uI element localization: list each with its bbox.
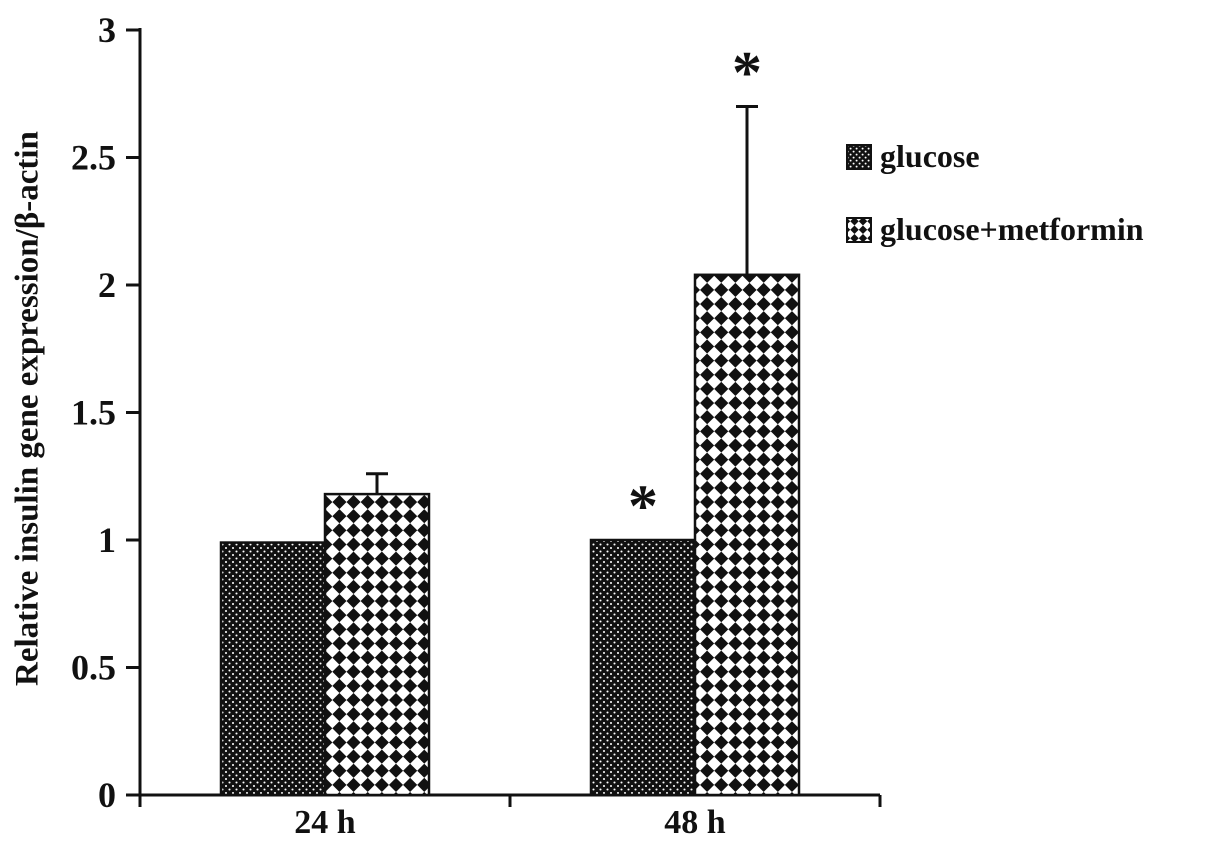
y-tick-label: 2 — [98, 265, 116, 305]
x-category-label: 48 h — [664, 804, 726, 841]
bar-glucose-metformin-48h — [693, 273, 801, 797]
significance-asterisk: * — [628, 473, 658, 539]
x-category-label: 24 h — [294, 804, 356, 841]
legend: glucose glucose+metformin — [846, 138, 1144, 248]
glucose-metformin-swatch-icon — [846, 216, 872, 243]
y-tick-label: 1 — [98, 520, 116, 560]
glucose-swatch-icon — [846, 143, 872, 170]
legend-label-glucose: glucose — [880, 138, 980, 174]
legend-item-glucose: glucose — [846, 138, 1144, 175]
legend-label-glucose-metformin: glucose+metformin — [880, 211, 1144, 247]
y-tick-label: 1.5 — [71, 393, 116, 433]
y-tick-label: 0 — [98, 775, 116, 815]
legend-item-glucose-metformin: glucose+metformin — [846, 211, 1144, 248]
bar-glucose-metformin-24h — [323, 492, 431, 797]
bar-glucose-48h — [589, 538, 697, 797]
bar-glucose-24h — [219, 541, 327, 797]
y-tick-label: 0.5 — [71, 648, 116, 688]
significance-asterisk: * — [732, 40, 762, 106]
y-tick-label: 3 — [98, 10, 116, 50]
y-tick-label: 2.5 — [71, 138, 116, 178]
